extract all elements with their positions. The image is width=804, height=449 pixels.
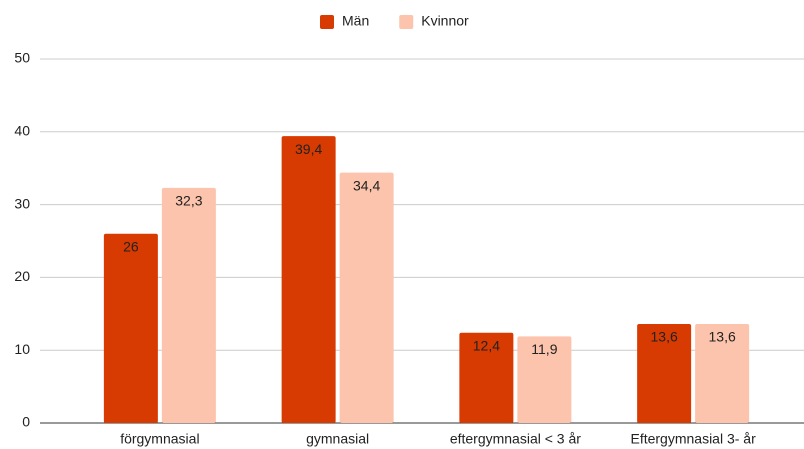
legend-label: Kvinnor — [421, 13, 469, 29]
bar — [459, 332, 514, 423]
x-tick-label: gymnasial — [306, 431, 369, 447]
bar — [339, 172, 394, 423]
data-label: 13,6 — [651, 329, 678, 345]
bar — [637, 323, 692, 423]
data-label: 12,4 — [473, 337, 500, 353]
y-tick-label: 40 — [14, 123, 30, 139]
bar — [281, 136, 336, 423]
x-tick-label: eftergymnasial < 3 år — [450, 431, 581, 447]
data-label: 11,9 — [531, 341, 557, 357]
y-tick-label: 30 — [14, 195, 30, 211]
y-tick-label: 0 — [22, 414, 30, 430]
y-tick-label: 10 — [14, 341, 30, 357]
bar — [517, 336, 572, 423]
legend-swatch — [399, 15, 414, 29]
x-tick-label: Eftergymnasial 3- år — [630, 431, 756, 447]
data-label: 26 — [123, 238, 139, 254]
legend-swatch — [320, 15, 334, 29]
data-label: 32,3 — [175, 193, 202, 209]
data-label: 34,4 — [353, 177, 380, 193]
bar — [161, 187, 216, 423]
y-tick-label: 50 — [14, 50, 30, 66]
bar — [103, 233, 158, 423]
x-tick-label: förgymnasial — [120, 431, 199, 447]
bar — [695, 323, 750, 423]
data-label: 13,6 — [709, 329, 736, 345]
y-tick-label: 20 — [14, 268, 30, 284]
legend-label: Män — [342, 13, 369, 29]
data-label: 39,4 — [295, 141, 322, 157]
